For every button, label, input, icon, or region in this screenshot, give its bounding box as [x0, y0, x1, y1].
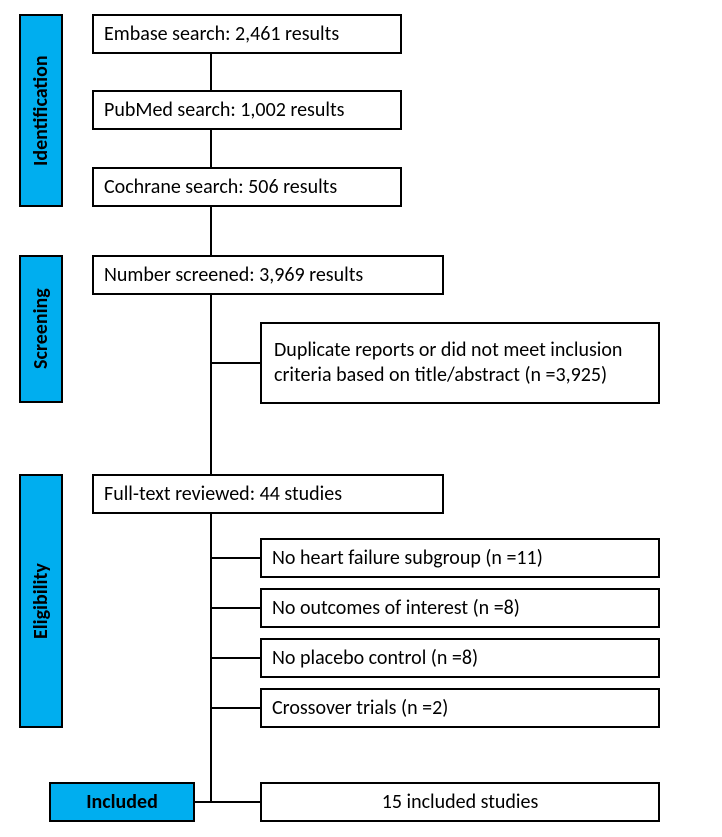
box-no-placebo: No placebo control (n =8)	[260, 638, 660, 678]
box-no-hf: No heart failure subgroup (n =11)	[260, 538, 660, 578]
box-no-placebo-text: No placebo control (n =8)	[272, 646, 478, 671]
connector	[210, 130, 212, 167]
box-pubmed-text: PubMed search: 1,002 results	[104, 98, 344, 123]
stage-included-label: Included	[86, 790, 158, 814]
box-screened-text: Number screened: 3,969 results	[104, 263, 363, 288]
box-fulltext-text: Full-text reviewed: 44 studies	[104, 482, 342, 507]
connector	[210, 801, 260, 803]
stage-eligibility: Eligibility	[19, 474, 63, 728]
box-no-outcomes-text: No outcomes of interest (n =8)	[272, 596, 520, 621]
connector	[210, 362, 260, 364]
box-excluded-screening-text: Duplicate reports or did not meet inclus…	[274, 338, 646, 388]
box-included-studies-text: 15 included studies	[382, 790, 539, 815]
box-no-hf-text: No heart failure subgroup (n =11)	[272, 546, 543, 571]
box-no-outcomes: No outcomes of interest (n =8)	[260, 588, 660, 628]
box-screened: Number screened: 3,969 results	[92, 255, 444, 295]
stage-screening: Screening	[19, 255, 63, 403]
stage-identification: Identification	[19, 14, 63, 207]
connector	[210, 54, 212, 90]
connector	[210, 657, 260, 659]
box-cochrane-text: Cochrane search: 506 results	[104, 175, 337, 200]
box-crossover: Crossover trials (n =2)	[260, 688, 660, 728]
box-cochrane: Cochrane search: 506 results	[92, 167, 402, 207]
stage-eligibility-label: Eligibility	[29, 563, 53, 639]
box-pubmed: PubMed search: 1,002 results	[92, 90, 402, 130]
connector	[210, 295, 212, 474]
stage-screening-label: Screening	[29, 289, 53, 370]
box-fulltext: Full-text reviewed: 44 studies	[92, 474, 444, 514]
stage-identification-label: Identification	[29, 55, 53, 166]
connector	[210, 707, 260, 709]
box-included-studies: 15 included studies	[260, 782, 660, 822]
box-embase-text: Embase search: 2,461 results	[104, 22, 339, 47]
connector	[210, 607, 260, 609]
box-embase: Embase search: 2,461 results	[92, 14, 402, 54]
connector	[210, 207, 212, 255]
box-crossover-text: Crossover trials (n =2)	[272, 696, 448, 721]
box-excluded-screening: Duplicate reports or did not meet inclus…	[260, 322, 660, 404]
connector	[195, 801, 210, 803]
connector	[210, 557, 260, 559]
stage-included: Included	[49, 782, 195, 822]
